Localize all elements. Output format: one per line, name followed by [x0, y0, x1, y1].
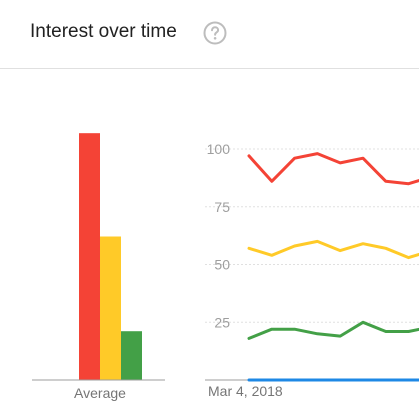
average-bar [100, 237, 121, 381]
x-tick-label: Mar 4, 2018 [208, 383, 283, 399]
average-label: Average [74, 385, 126, 401]
y-tick-label: 75 [214, 199, 230, 215]
series-line [249, 322, 419, 338]
average-bar [79, 133, 100, 380]
y-tick-label: 100 [207, 141, 231, 157]
y-tick-label: 50 [214, 257, 230, 273]
series-line [249, 241, 419, 257]
average-bar [121, 331, 142, 380]
interest-line-chart: Mar 4, 2018 25 50 75 100 [205, 141, 419, 399]
y-tick-label: 25 [214, 314, 230, 330]
average-bar-chart: Average [32, 133, 165, 401]
series-line [249, 154, 419, 184]
